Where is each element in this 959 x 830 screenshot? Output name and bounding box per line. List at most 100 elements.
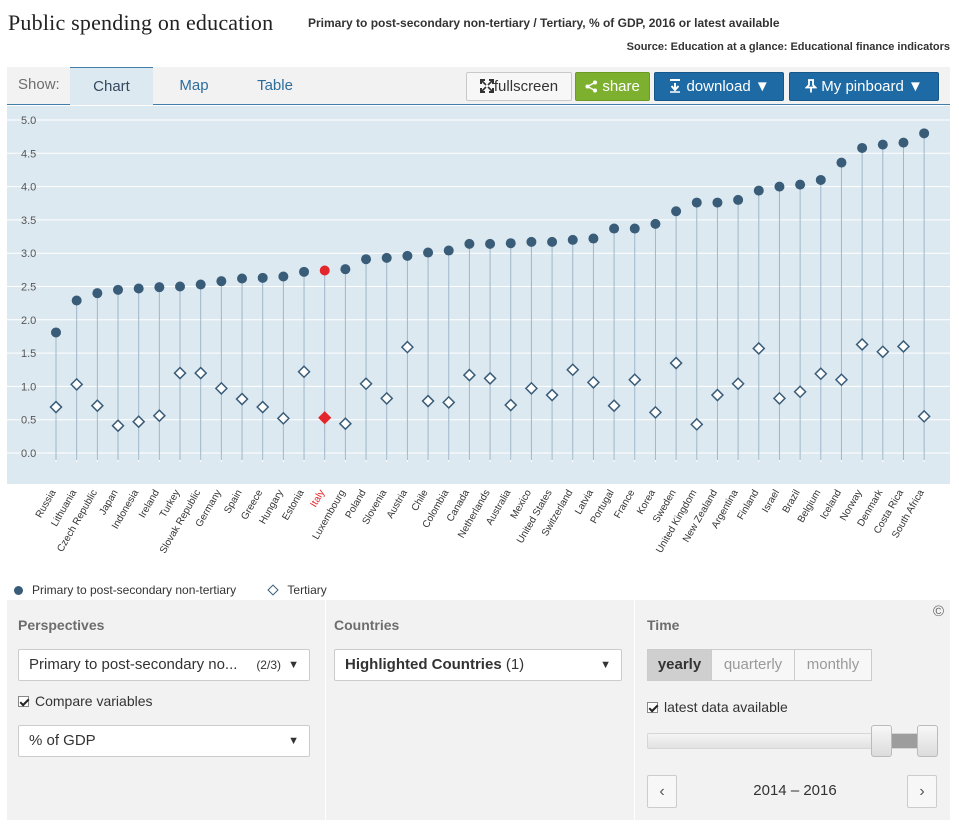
tab-table[interactable]: Table: [257, 77, 293, 94]
primary-point[interactable]: [567, 234, 578, 245]
tertiary-point[interactable]: [214, 381, 228, 395]
primary-point[interactable]: [216, 276, 227, 287]
primary-point[interactable]: [381, 252, 392, 263]
tertiary-point[interactable]: [235, 392, 249, 406]
tertiary-point[interactable]: [524, 381, 538, 395]
tertiary-point[interactable]: [49, 400, 63, 414]
primary-point[interactable]: [753, 185, 764, 196]
tertiary-point[interactable]: [772, 391, 787, 405]
tertiary-point[interactable]: [111, 419, 125, 433]
tertiary-point[interactable]: [442, 395, 456, 409]
primary-point[interactable]: [92, 288, 103, 299]
share-button[interactable]: share: [575, 72, 650, 101]
tertiary-point[interactable]: [380, 391, 394, 405]
primary-point[interactable]: [629, 223, 640, 234]
tertiary-point[interactable]: [504, 398, 518, 412]
primary-point[interactable]: [464, 238, 475, 249]
time-slider-end-handle[interactable]: [917, 725, 938, 757]
tertiary-point[interactable]: [545, 388, 559, 402]
primary-point[interactable]: [505, 238, 516, 249]
tertiary-point[interactable]: [70, 377, 84, 391]
tab-chart[interactable]: Chart: [70, 67, 153, 105]
tertiary-point[interactable]: [731, 377, 745, 391]
tertiary-point[interactable]: [359, 377, 373, 391]
tertiary-point[interactable]: [483, 371, 497, 385]
tertiary-point[interactable]: [297, 365, 311, 379]
primary-point[interactable]: [278, 271, 289, 282]
primary-point[interactable]: [774, 181, 785, 192]
period-prev-button[interactable]: ‹: [647, 775, 677, 808]
primary-point[interactable]: [691, 197, 702, 208]
tertiary-point[interactable]: [194, 366, 208, 380]
legend-item-primary[interactable]: Primary to post-secondary non-tertiary: [32, 583, 237, 597]
tab-map[interactable]: Map: [179, 77, 209, 94]
tertiary-point[interactable]: [834, 373, 849, 387]
tertiary-point[interactable]: [607, 399, 621, 413]
primary-point[interactable]: [195, 279, 206, 290]
primary-point[interactable]: [133, 283, 144, 294]
primary-point[interactable]: [650, 218, 661, 229]
compare-variables-checkbox[interactable]: Compare variables: [18, 693, 153, 709]
tertiary-point[interactable]: [586, 375, 600, 389]
tertiary-point[interactable]: [256, 400, 270, 414]
copyright-icon[interactable]: ©: [932, 603, 944, 620]
perspectives-select[interactable]: Primary to post-secondary no... (2/3) ▼: [18, 649, 310, 681]
primary-point[interactable]: [51, 327, 61, 338]
primary-point[interactable]: [877, 139, 888, 150]
tertiary-point[interactable]: [876, 345, 890, 359]
tertiary-point[interactable]: [896, 339, 911, 354]
primary-point[interactable]: [154, 282, 165, 293]
time-monthly-button[interactable]: monthly: [794, 649, 872, 681]
primary-point[interactable]: [423, 247, 434, 258]
legend-item-tertiary[interactable]: Tertiary: [287, 583, 327, 597]
tertiary-point[interactable]: [648, 405, 662, 419]
time-slider-start-handle[interactable]: [871, 725, 892, 757]
primary-point[interactable]: [485, 238, 496, 249]
primary-point[interactable]: [237, 273, 248, 284]
tertiary-point[interactable]: [690, 417, 704, 431]
primary-point[interactable]: [340, 264, 351, 275]
primary-point[interactable]: [547, 236, 558, 247]
tertiary-point[interactable]: [462, 368, 476, 382]
primary-point[interactable]: [319, 265, 330, 276]
tertiary-point[interactable]: [917, 409, 931, 423]
primary-point[interactable]: [898, 137, 909, 148]
tertiary-point[interactable]: [628, 373, 642, 387]
tertiary-point[interactable]: [338, 417, 352, 431]
primary-point[interactable]: [299, 266, 310, 277]
primary-point[interactable]: [919, 128, 930, 139]
tertiary-point[interactable]: [318, 411, 332, 425]
tertiary-point[interactable]: [90, 399, 104, 413]
tertiary-point[interactable]: [132, 415, 146, 429]
primary-point[interactable]: [733, 194, 744, 205]
primary-point[interactable]: [402, 250, 413, 261]
download-button[interactable]: download ▼: [654, 72, 784, 101]
period-next-button[interactable]: ›: [907, 775, 937, 808]
primary-point[interactable]: [836, 157, 847, 168]
tertiary-point[interactable]: [152, 409, 166, 423]
tertiary-point[interactable]: [669, 356, 683, 370]
time-quarterly-button[interactable]: quarterly: [711, 649, 795, 681]
primary-point[interactable]: [712, 197, 723, 208]
pinboard-button[interactable]: My pinboard ▼: [789, 72, 939, 101]
countries-select[interactable]: Highlighted Countries (1) ▼: [334, 649, 622, 681]
time-yearly-button[interactable]: yearly: [647, 649, 712, 681]
tertiary-point[interactable]: [710, 388, 725, 402]
primary-point[interactable]: [815, 174, 826, 185]
primary-point[interactable]: [526, 236, 537, 247]
tertiary-point[interactable]: [566, 363, 580, 377]
latest-data-checkbox[interactable]: latest data available: [647, 699, 788, 715]
primary-point[interactable]: [175, 281, 186, 292]
tertiary-point[interactable]: [400, 340, 414, 354]
tertiary-point[interactable]: [276, 411, 290, 425]
primary-point[interactable]: [113, 284, 124, 295]
tertiary-point[interactable]: [173, 366, 187, 380]
primary-point[interactable]: [443, 245, 454, 256]
tertiary-point[interactable]: [855, 337, 869, 352]
fullscreen-button[interactable]: fullscreen: [466, 72, 572, 101]
primary-point[interactable]: [609, 223, 620, 234]
tertiary-point[interactable]: [793, 385, 807, 399]
unit-select[interactable]: % of GDP ▼: [18, 725, 310, 757]
tertiary-point[interactable]: [814, 367, 828, 381]
primary-point[interactable]: [257, 272, 268, 283]
